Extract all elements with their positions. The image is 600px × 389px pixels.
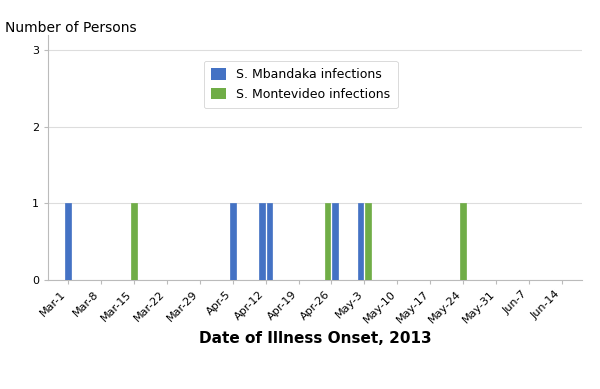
Bar — [325, 203, 331, 280]
Bar — [358, 203, 364, 280]
Bar — [259, 203, 265, 280]
Text: Number of Persons: Number of Persons — [5, 21, 137, 35]
Legend: S. Mbandaka infections, S. Montevideo infections: S. Mbandaka infections, S. Montevideo in… — [204, 61, 398, 108]
Bar — [131, 203, 137, 280]
Bar — [365, 203, 371, 280]
Bar — [332, 203, 338, 280]
Bar — [266, 203, 272, 280]
Bar — [65, 203, 71, 280]
Bar — [230, 203, 236, 280]
Bar — [460, 203, 466, 280]
X-axis label: Date of Illness Onset, 2013: Date of Illness Onset, 2013 — [199, 331, 431, 346]
